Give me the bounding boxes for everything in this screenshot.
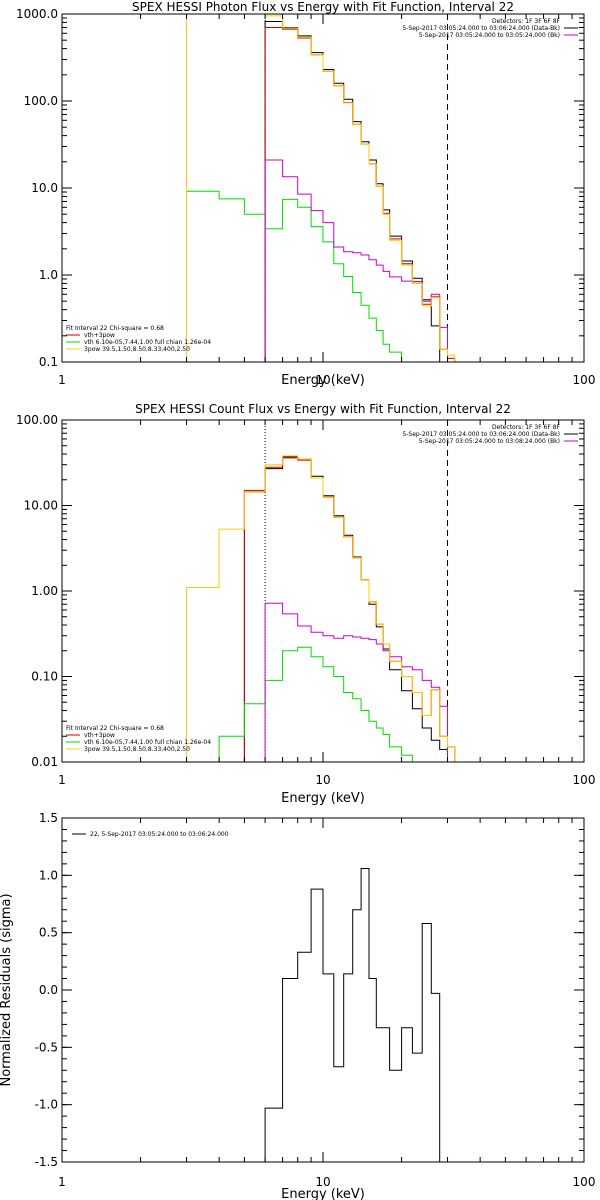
y-tick-label: 1.00	[31, 584, 58, 598]
legend-entry: Fit Interval 22 Chi-square = 0.68	[66, 325, 164, 332]
x-tick-label: 10	[315, 1175, 330, 1189]
series-line-vth-3pow	[264, 27, 462, 362]
y-tick-label: -1.0	[35, 1098, 58, 1112]
x-axis-label: Energy (keV)	[281, 373, 365, 388]
y-tick-label: 0.01	[31, 755, 58, 769]
y-tick-label: 10.00	[24, 499, 58, 513]
y-tick-label: 0.5	[39, 926, 58, 940]
x-tick-label: 100	[573, 373, 596, 387]
series-group	[186, 455, 462, 762]
series-group	[186, 14, 462, 362]
y-tick-label: -0.5	[35, 1040, 58, 1054]
chart-panel-1: SPEX HESSI Photon Flux vs Energy with Fi…	[16, 0, 595, 388]
y-tick-label: 10.0	[31, 181, 58, 195]
legend-entry: 5-Sep-2017 03:05:24.000 to 03:08:24.000 …	[419, 438, 560, 445]
y-tick-label: 1.0	[39, 268, 58, 282]
legend-entry: vth 6.10e-05,7.44,1.00 full chian 1.26e-…	[84, 339, 211, 346]
series-line-3pow	[186, 455, 462, 762]
legend-entry: vth+3pow	[84, 332, 115, 339]
x-axis-label: Energy (keV)	[281, 791, 365, 806]
series-line-22	[264, 868, 448, 1162]
plot-frame	[61, 419, 585, 763]
y-tick-label: 0.10	[31, 670, 58, 684]
legend-entry: 22, 5-Sep-2017 03:05:24.000 to 03:06:24.…	[90, 831, 229, 838]
series-line-vth-3pow	[243, 457, 462, 762]
y-tick-label: 0.0	[39, 983, 58, 997]
legend-entry: vth 6.10e-05,7.44,1.00 full chian 1.26e-…	[84, 739, 211, 746]
x-tick-label: 100	[573, 1175, 596, 1189]
y-tick-label: -1.5	[35, 1155, 58, 1169]
legend-entry: 3pow 39.5,1.50,8.50,8.33,400,2.50	[84, 346, 190, 353]
y-tick-label: 100.00	[16, 413, 58, 427]
chart-title: SPEX HESSI Count Flux vs Energy with Fit…	[135, 402, 511, 416]
series-line-bk	[264, 602, 448, 762]
y-tick-label: 1000.0	[16, 7, 58, 21]
chart-panel-3: 1 10 100 -1.5 -1.0 -0.5 0.0 0.5 1.0 1.5 Energy (ke…	[0, 811, 595, 1200]
series-group	[264, 868, 448, 1162]
x-tick-label: 1	[58, 1175, 66, 1189]
x-tick-label: 1	[58, 373, 66, 387]
chart-title: SPEX HESSI Photon Flux vs Energy with Fi…	[132, 0, 514, 14]
legend-entry: Detectors: 1F 3F 6F 8F	[492, 18, 561, 25]
chart-panel-2: SPEX HESSI Count Flux vs Energy with Fit…	[16, 402, 595, 806]
plot-frame	[61, 817, 585, 1163]
series-line-3pow	[186, 14, 462, 362]
x-tick-label: 100	[573, 773, 596, 787]
y-axis-label: Normalized Residuals (sigma)	[0, 893, 14, 1086]
legend-entry: vth+3pow	[84, 732, 115, 739]
legend-entry: 5-Sep-2017 03:05:24.000 to 03:06:24.000 …	[402, 431, 560, 438]
y-tick-label: 1.5	[39, 811, 58, 825]
y-tick-label: 100.0	[24, 94, 58, 108]
legend-entry: Fit Interval 22 Chi-square = 0.68	[66, 725, 164, 732]
series-line-data-bk	[243, 456, 448, 762]
legend-entry: 5-Sep-2017 03:05:24.000 to 03:05:24.000 …	[419, 32, 560, 39]
x-tick-label: 10	[315, 373, 330, 387]
x-tick-label: 10	[315, 773, 330, 787]
series-line-bk	[264, 159, 448, 362]
x-tick-label: 1	[58, 773, 66, 787]
y-tick-label: 1.0	[39, 868, 58, 882]
legend-entry: Detectors: 1F 3F 6F 8F	[492, 424, 561, 431]
y-tick-label: 0.1	[39, 355, 58, 369]
series-line-vth	[218, 646, 432, 762]
series-line-data-bk	[264, 21, 441, 362]
legend-entry: 5-Sep-2017 03:05:24.000 to 03:06:24.000 …	[402, 25, 560, 32]
x-axis-label: Energy (keV)	[281, 1187, 365, 1200]
legend-entry: 3pow 39.5,1.50,8.50,8.33,400,2.50	[84, 746, 190, 753]
